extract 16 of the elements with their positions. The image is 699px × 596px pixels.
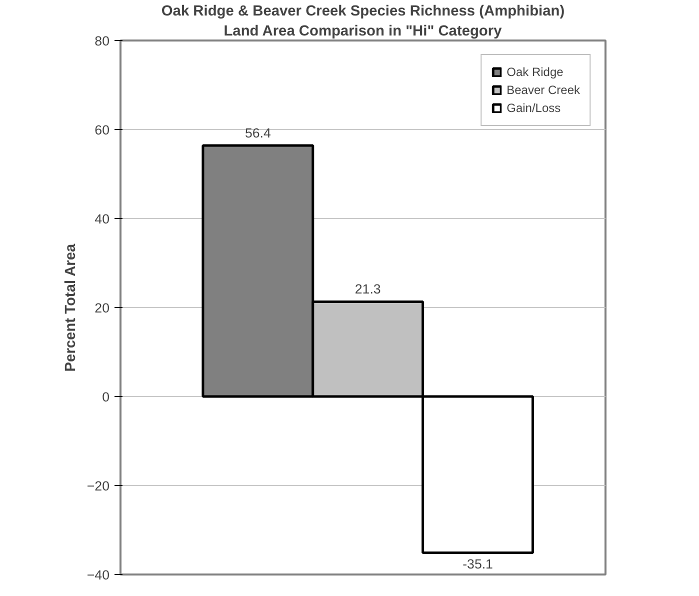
data-label: -35.1 bbox=[462, 556, 493, 572]
y-tick-label: −40 bbox=[86, 568, 110, 582]
legend-label: Gain/Loss bbox=[506, 101, 561, 115]
legend-label: Oak Ridge bbox=[506, 65, 564, 79]
y-tick-label: 80 bbox=[94, 34, 110, 48]
y-tick-label: −20 bbox=[86, 478, 110, 494]
y-tick-label: 0 bbox=[102, 390, 110, 404]
y-tick-label: 40 bbox=[94, 212, 110, 226]
y-tick-label: 60 bbox=[94, 122, 110, 138]
legend-label: Beaver Creek bbox=[506, 83, 580, 97]
y-tick-label: 20 bbox=[94, 300, 110, 316]
chart-title: Oak Ridge & Beaver Creek Species Richness (Amphibian) bbox=[161, 4, 565, 20]
y-axis-title: Percent Total Area bbox=[62, 242, 79, 372]
chart-subtitle: Land Area Comparison in "Hi" Category bbox=[224, 24, 503, 40]
data-label: 21.3 bbox=[354, 282, 381, 297]
data-label: 56.4 bbox=[244, 126, 272, 141]
